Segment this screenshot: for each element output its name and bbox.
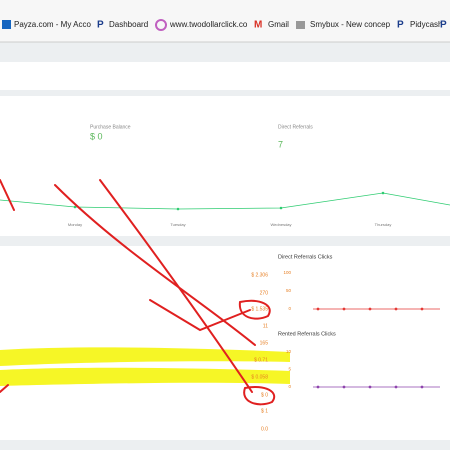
chart-points [73,191,385,211]
stat-value: $ 2.306 [251,272,268,278]
y-tick-label: 100 [283,270,291,275]
y-tick-label: 0 [288,306,291,311]
stat-value: $ 0 [261,392,268,398]
data-point [368,307,372,311]
nav-bar [0,62,450,90]
day-label: Thursday [375,222,392,227]
stat-value: $ 0.058 [251,374,268,380]
label: Direct Referrals [278,124,313,130]
bookmark[interactable]: www.twodollarclick.co [169,20,248,29]
data-point [368,385,372,389]
line-chart [0,192,450,210]
bookmark[interactable]: Gmail [268,20,289,29]
card [0,246,450,440]
bookmark[interactable]: Smybux - New concep [310,20,391,29]
value: $ 0 [90,131,103,141]
icon: P [440,20,447,31]
y-tick-label: 5 [288,367,291,372]
bookmark[interactable]: Payza.com - My Acco [14,20,91,29]
stat-value: 0.0 [261,426,268,432]
day-label: Monday [68,222,82,227]
stat-value: $ 1.535 [251,306,268,312]
icon [2,20,11,29]
stat-value: 270 [260,290,269,296]
card [0,96,450,236]
day-label: Tuesday [170,222,185,227]
mini-chart-title: Direct Referrals Clicks [278,254,333,260]
value: 7 [278,139,283,149]
data-point [420,385,424,389]
y-tick-label: 50 [286,288,292,293]
highlight [0,367,290,386]
stat-value: 165 [260,340,269,346]
label: Purchase Balance [90,124,131,130]
day-label: Wednesday [270,222,291,227]
icon: M [254,20,262,31]
bookmark[interactable]: Dashboard [109,20,148,29]
icon [155,19,167,31]
stat-value: $ 1 [261,408,268,414]
bookmark[interactable]: Pidycash [410,20,442,29]
data-point [394,307,398,311]
data-point [394,385,398,389]
mini-chart-title: Rented Referrals Clicks [278,331,336,337]
y-tick-label: 0 [288,384,291,389]
stat-value: $ 0.71 [254,357,268,363]
data-point [342,385,346,389]
y-tick-label: 10 [286,349,292,354]
annotation [0,179,275,406]
icon [296,21,305,29]
stat-value: 11 [263,323,268,329]
data-point [316,307,320,311]
data-point [316,385,320,389]
data-point [342,307,346,311]
icon: P [397,20,404,31]
data-point [420,307,424,311]
bookmarks-bar [0,0,450,42]
icon: P [97,20,104,31]
highlight [0,347,290,366]
